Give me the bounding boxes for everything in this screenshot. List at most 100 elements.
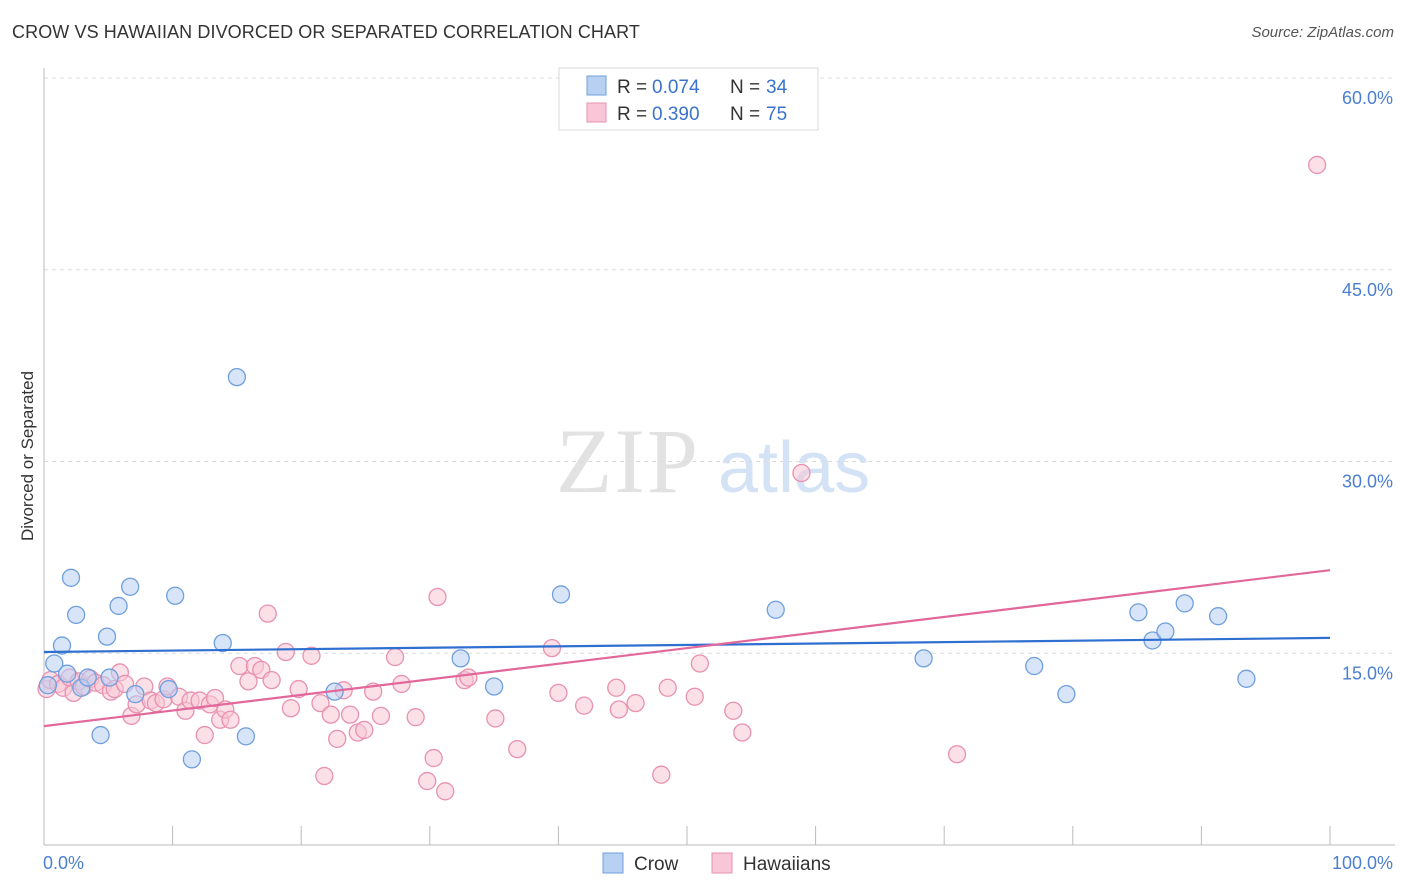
crow-point <box>159 679 178 699</box>
x-axis-ticks <box>172 826 1331 845</box>
hawaiians-point <box>724 701 743 720</box>
legend-n-label-hawaiians: N = <box>730 104 760 125</box>
grid-lines <box>44 77 1395 654</box>
hawaiians-point <box>428 587 447 607</box>
crow-point <box>1129 603 1148 622</box>
hawaiians-point <box>424 748 443 768</box>
watermark: ZIP atlas <box>556 410 870 512</box>
crow-trend-line <box>43 636 1331 654</box>
chart-title: CROW VS HAWAIIAN DIVORCED OR SEPARATED C… <box>12 22 640 42</box>
y-tick-label: 45.0% <box>1342 280 1393 300</box>
hawaiians-point <box>355 720 374 740</box>
hawaiians-point <box>486 709 505 728</box>
series-legend-swatch-crow <box>602 852 624 874</box>
y-tick-label: 60.0% <box>1342 88 1393 108</box>
crow-point <box>1057 685 1076 704</box>
crow-point <box>1025 656 1044 676</box>
x-tick-label-max: 100.0% <box>1332 853 1393 873</box>
hawaiians-point <box>658 678 677 697</box>
hawaiians-point <box>195 725 214 745</box>
hawaiians-point <box>340 705 360 724</box>
crow-point <box>126 685 145 704</box>
y-tick-label: 30.0% <box>1342 472 1393 492</box>
hawaiians-point <box>792 463 811 483</box>
crow-point <box>67 605 86 625</box>
hawaiians-point <box>289 679 308 699</box>
series-legend-label-crow: Crow <box>634 854 679 875</box>
legend-r-value-crow: 0.074 <box>652 77 700 98</box>
chart-source: Source: ZipAtlas.com <box>1251 24 1394 41</box>
crow-point <box>45 654 64 673</box>
hawaiians-trend-line <box>43 569 1331 728</box>
hawaiians-point <box>542 638 562 658</box>
legend-n-value-hawaiians: 75 <box>766 104 787 125</box>
hawaiians-point <box>281 699 301 718</box>
hawaiians-point <box>302 646 321 665</box>
hawaiians-point <box>436 782 455 801</box>
hawaiians-point <box>385 647 405 667</box>
legend: R = 0.074 N = 34 R = 0.390 N = 75 <box>558 67 819 131</box>
y-tick-label: 15.0% <box>1342 663 1393 683</box>
legend-n-value-crow: 34 <box>766 77 788 98</box>
crow-point <box>1237 669 1256 688</box>
hawaiians-point <box>321 705 340 724</box>
hawaiians-point <box>371 706 391 726</box>
trend-lines <box>43 569 1331 728</box>
crow-point <box>91 725 110 745</box>
crow-point <box>52 636 72 655</box>
crow-point <box>100 668 119 687</box>
legend-r-label-crow: R = <box>617 77 647 98</box>
legend-r-value-hawaiians: 0.390 <box>652 104 700 125</box>
series-legend-swatch-hawaiians <box>711 852 733 874</box>
crow-point <box>236 727 256 746</box>
hawaiians-point <box>221 710 240 729</box>
crow-point <box>78 668 97 687</box>
crow-point <box>451 649 470 668</box>
crow-point <box>1156 622 1175 641</box>
hawaiians-point <box>549 683 568 703</box>
legend-swatch-crow <box>586 75 607 96</box>
hawaiians-point <box>311 693 330 713</box>
legend-n-label-crow: N = <box>730 77 760 98</box>
crow-point <box>61 568 81 587</box>
legend-r-label-hawaiians: R = <box>617 104 647 125</box>
hawaiians-point <box>315 766 334 786</box>
hawaiians-point <box>239 672 258 691</box>
crow-point <box>182 750 202 769</box>
series-legend: Crow Hawaiians <box>602 852 831 875</box>
crow-point <box>97 627 117 646</box>
hawaiians-point <box>258 604 277 623</box>
crow-point <box>766 600 785 619</box>
hawaiians-point <box>508 739 527 759</box>
hawaiians-point <box>733 723 752 742</box>
hawaiians-point <box>230 656 249 676</box>
y-tick-labels: 15.0% 30.0% 45.0% 60.0% <box>1342 88 1393 683</box>
hawaiians-point <box>574 696 594 715</box>
hawaiians-point <box>626 693 645 713</box>
crow-point <box>166 586 185 605</box>
crow-point <box>38 676 58 695</box>
x-tick-label-min: 0.0% <box>43 853 84 873</box>
hawaiians-point <box>406 708 425 727</box>
crow-point <box>227 367 247 387</box>
hawaiians-point <box>459 668 478 687</box>
hawaiians-point <box>685 687 704 706</box>
hawaiians-point <box>205 688 225 708</box>
legend-swatch-hawaiians <box>586 102 607 123</box>
watermark-zip: ZIP <box>556 410 700 512</box>
series-legend-label-hawaiians: Hawaiians <box>743 854 831 875</box>
hawaiians-point <box>690 654 710 673</box>
hawaiians-point <box>609 700 628 719</box>
hawaiians-point <box>276 642 295 662</box>
crow-point <box>914 649 933 668</box>
crow-point <box>121 577 140 596</box>
y-axis-label: Divorced or Separated <box>18 371 37 541</box>
hawaiians-point <box>262 670 281 690</box>
crow-point <box>551 585 571 604</box>
crow-point <box>1208 607 1228 626</box>
crow-point <box>109 596 128 616</box>
hawaiians-point <box>328 729 347 749</box>
hawaiians-point <box>652 765 671 784</box>
hawaiians-point <box>418 771 437 791</box>
